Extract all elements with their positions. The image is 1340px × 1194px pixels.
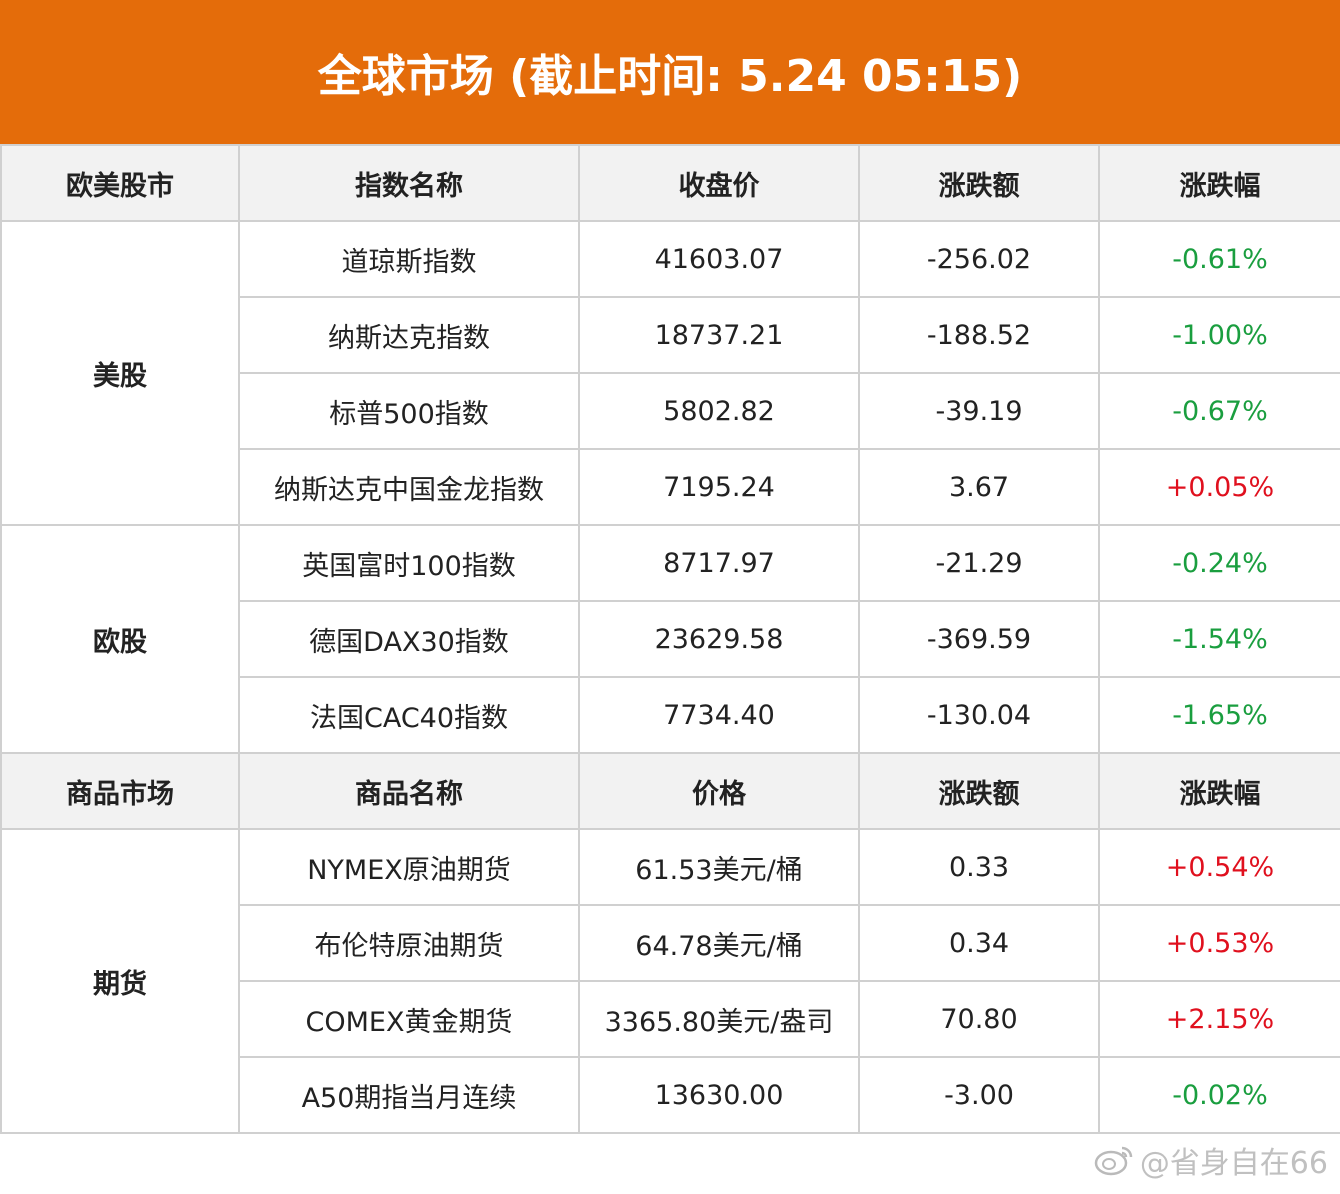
table-row: 标普500指数 5802.82 -39.19 -0.67%	[1, 372, 1340, 450]
market-table: 欧美股市 指数名称 收盘价 涨跌额 涨跌幅 美股 道琼斯指数 41603.07 …	[0, 144, 1340, 1134]
commodity-price: 61.53美元/桶	[578, 828, 860, 906]
change-percent: -1.54%	[1098, 600, 1340, 678]
header-cell: 商品名称	[238, 752, 580, 830]
change-amount: -369.59	[858, 600, 1100, 678]
header-cell: 指数名称	[238, 144, 580, 222]
header-cell: 商品市场	[0, 752, 240, 830]
index-name: 德国DAX30指数	[238, 600, 580, 678]
change-percent: -0.61%	[1098, 220, 1340, 298]
header-cell: 收盘价	[578, 144, 860, 222]
table-row: 纳斯达克指数 18737.21 -188.52 -1.00%	[1, 296, 1340, 374]
commodity-name: A50期指当月连续	[238, 1056, 580, 1134]
header-cell: 涨跌额	[858, 752, 1100, 830]
table-row: A50期指当月连续 13630.00 -3.00 -0.02%	[1, 1056, 1340, 1134]
change-amount: -39.19	[858, 372, 1100, 450]
commodity-name: COMEX黄金期货	[238, 980, 580, 1058]
close-price: 7734.40	[578, 676, 860, 754]
change-percent: -0.67%	[1098, 372, 1340, 450]
index-name: 纳斯达克中国金龙指数	[238, 448, 580, 526]
commodity-price: 13630.00	[578, 1056, 860, 1134]
change-amount: -256.02	[858, 220, 1100, 298]
commodity-name: NYMEX原油期货	[238, 828, 580, 906]
change-percent: -0.24%	[1098, 524, 1340, 602]
header-cell: 涨跌幅	[1098, 752, 1340, 830]
change-percent: +2.15%	[1098, 980, 1340, 1058]
header-cell: 涨跌额	[858, 144, 1100, 222]
table-row: COMEX黄金期货 3365.80美元/盎司 70.80 +2.15%	[1, 980, 1340, 1058]
change-amount: 0.34	[858, 904, 1100, 982]
close-price: 8717.97	[578, 524, 860, 602]
commodity-header-row: 商品市场 商品名称 价格 涨跌额 涨跌幅	[0, 752, 1340, 830]
change-percent: -1.65%	[1098, 676, 1340, 754]
table-row: 纳斯达克中国金龙指数 7195.24 3.67 +0.05%	[1, 448, 1340, 526]
change-amount: -21.29	[858, 524, 1100, 602]
change-amount: 0.33	[858, 828, 1100, 906]
change-amount: -130.04	[858, 676, 1100, 754]
index-name: 纳斯达克指数	[238, 296, 580, 374]
group-label-us: 美股	[0, 220, 240, 526]
index-name: 法国CAC40指数	[238, 676, 580, 754]
watermark-text: @省身自在66	[1139, 1146, 1328, 1181]
index-name: 道琼斯指数	[238, 220, 580, 298]
table-row: 期货 NYMEX原油期货 61.53美元/桶 0.33 +0.54%	[0, 828, 1340, 1134]
table-row: 法国CAC40指数 7734.40 -130.04 -1.65%	[1, 676, 1340, 754]
index-name: 英国富时100指数	[238, 524, 580, 602]
change-percent: +0.53%	[1098, 904, 1340, 982]
header-cell: 价格	[578, 752, 860, 830]
group-label-futures: 期货	[0, 828, 240, 1134]
close-price: 23629.58	[578, 600, 860, 678]
table-row: 布伦特原油期货 64.78美元/桶 0.34 +0.53%	[1, 904, 1340, 982]
close-price: 18737.21	[578, 296, 860, 374]
header-cell: 欧美股市	[0, 144, 240, 222]
change-percent: +0.05%	[1098, 448, 1340, 526]
change-percent: -1.00%	[1098, 296, 1340, 374]
change-amount: 70.80	[858, 980, 1100, 1058]
change-percent: -0.02%	[1098, 1056, 1340, 1134]
group-label-eu: 欧股	[0, 524, 240, 754]
change-amount: -188.52	[858, 296, 1100, 374]
close-price: 5802.82	[578, 372, 860, 450]
change-percent: +0.54%	[1098, 828, 1340, 906]
watermark: @省身自在66	[1094, 1138, 1328, 1182]
commodity-price: 3365.80美元/盎司	[578, 980, 860, 1058]
page-title: 全球市场 (截止时间: 5.24 05:15)	[0, 0, 1340, 144]
table-row: 欧股 英国富时100指数 8717.97 -21.29 -0.24%	[0, 524, 1340, 754]
weibo-icon	[1094, 1146, 1133, 1176]
table-row: 美股 道琼斯指数 41603.07 -256.02 -0.61%	[0, 220, 1340, 526]
stock-header-row: 欧美股市 指数名称 收盘价 涨跌额 涨跌幅	[0, 144, 1340, 222]
commodity-price: 64.78美元/桶	[578, 904, 860, 982]
change-amount: -3.00	[858, 1056, 1100, 1134]
header-cell: 涨跌幅	[1098, 144, 1340, 222]
close-price: 41603.07	[578, 220, 860, 298]
close-price: 7195.24	[578, 448, 860, 526]
commodity-name: 布伦特原油期货	[238, 904, 580, 982]
table-row: 德国DAX30指数 23629.58 -369.59 -1.54%	[1, 600, 1340, 678]
index-name: 标普500指数	[238, 372, 580, 450]
change-amount: 3.67	[858, 448, 1100, 526]
